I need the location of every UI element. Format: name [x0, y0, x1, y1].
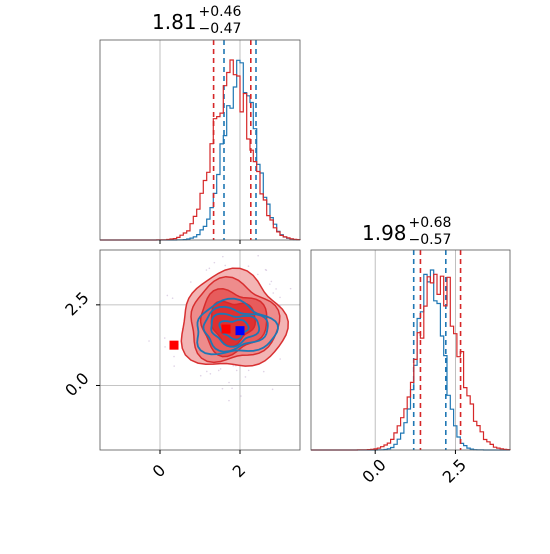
- contour-panel-sample-point: [222, 255, 224, 258]
- top-histogram-title: 1.81 +0.46 −0.47: [152, 4, 241, 37]
- contour-panel-x-tick-label: 0: [149, 461, 170, 482]
- contour-panel-sample-point: [289, 287, 292, 290]
- contour-panel-sample-point: [275, 288, 277, 290]
- contour-panel-sample-point: [271, 388, 274, 391]
- contour-panel-blue-contour-2: [210, 312, 261, 348]
- right-histogram-title: 1.98 +0.68 −0.57: [362, 215, 451, 248]
- contour-panel-sample-point: [279, 296, 281, 299]
- top-title-value: 1.81: [152, 10, 197, 34]
- contour-panel-sample-point: [268, 283, 271, 285]
- top-histogram-series-0: [100, 59, 301, 241]
- top-title-plus: +0.46: [198, 4, 242, 20]
- contour-panel-sample-point: [209, 372, 212, 375]
- contour-panel-x-tick-label: 2: [229, 461, 250, 482]
- contour-panel-sample-point: [164, 346, 166, 348]
- contour-panel-frame: [99, 249, 301, 451]
- contour-panel-sample-point: [171, 297, 174, 300]
- contour-panel-sample-point: [208, 267, 211, 270]
- top-title-minus: −0.47: [198, 21, 242, 37]
- contour-panel-sample-point: [270, 280, 273, 283]
- right-title-minus: −0.57: [408, 232, 452, 248]
- right-histogram-series-0: [311, 269, 510, 451]
- contour-panel-sample-point: [224, 264, 227, 267]
- contour-panel-sample-point: [265, 269, 268, 272]
- contour-panel-sample-point: [221, 387, 224, 390]
- contour-panel-sample-point: [232, 364, 234, 367]
- right-histogram-frame: [310, 249, 511, 451]
- contour-panel-sample-point: [257, 254, 259, 257]
- right-histogram-series-1: [311, 273, 511, 451]
- contour-panel-sample-point: [279, 304, 282, 307]
- contour-panel-sample-point: [173, 365, 175, 367]
- contour-panel-sample-point: [217, 369, 220, 372]
- contour-panel-y-tick-label: 2.5: [61, 288, 92, 319]
- contour-panel-sample-point: [163, 337, 166, 339]
- contour-panel-sample-point: [244, 376, 247, 378]
- contour-panel-sample-point: [228, 381, 230, 384]
- contour-panel-sample-point: [272, 292, 275, 294]
- contour-panel-sample-point: [235, 369, 238, 372]
- top-histogram-frame: [99, 39, 301, 241]
- contour-panel-blue-contour-1: [202, 305, 269, 353]
- right-title-plus: +0.68: [408, 215, 452, 231]
- contour-panel-marker-0: [169, 340, 179, 350]
- contour-panel-sample-point: [279, 358, 281, 360]
- contour-panel-marker-1: [235, 326, 245, 336]
- contour-panel-sample-point: [231, 387, 233, 390]
- contour-panel-sample-point: [213, 261, 216, 264]
- contour-panel-sample-point: [199, 374, 202, 377]
- contour-panel-marker-2: [221, 324, 231, 334]
- right-histogram-x-tick-label: 2.5: [439, 455, 470, 486]
- contour-panel-sample-point: [206, 370, 208, 373]
- contour-panel-sample-point: [166, 294, 169, 297]
- contour-panel-sample-point: [247, 265, 250, 267]
- contour-panel-sample-point: [173, 355, 175, 358]
- contour-panel-sample-point: [205, 269, 208, 271]
- right-histogram-x-tick-label: 0.0: [358, 455, 389, 486]
- contour-panel-sample-point: [148, 340, 150, 342]
- contour-panel-sample-point: [262, 370, 265, 373]
- contour-panel-blue-contour-3: [218, 318, 250, 341]
- contour-panel-y-tick-label: 0.0: [61, 369, 92, 400]
- right-title-value: 1.98: [362, 221, 407, 245]
- contour-panel-sample-point: [247, 369, 250, 372]
- contour-panel-sample-point: [257, 273, 259, 276]
- contour-panel-sample-point: [190, 281, 192, 283]
- contour-panel-sample-point: [228, 399, 230, 402]
- contour-panel-sample-point: [219, 368, 222, 370]
- contour-panel-blue-contour-0: [196, 297, 279, 356]
- contour-panel-sample-point: [240, 395, 242, 397]
